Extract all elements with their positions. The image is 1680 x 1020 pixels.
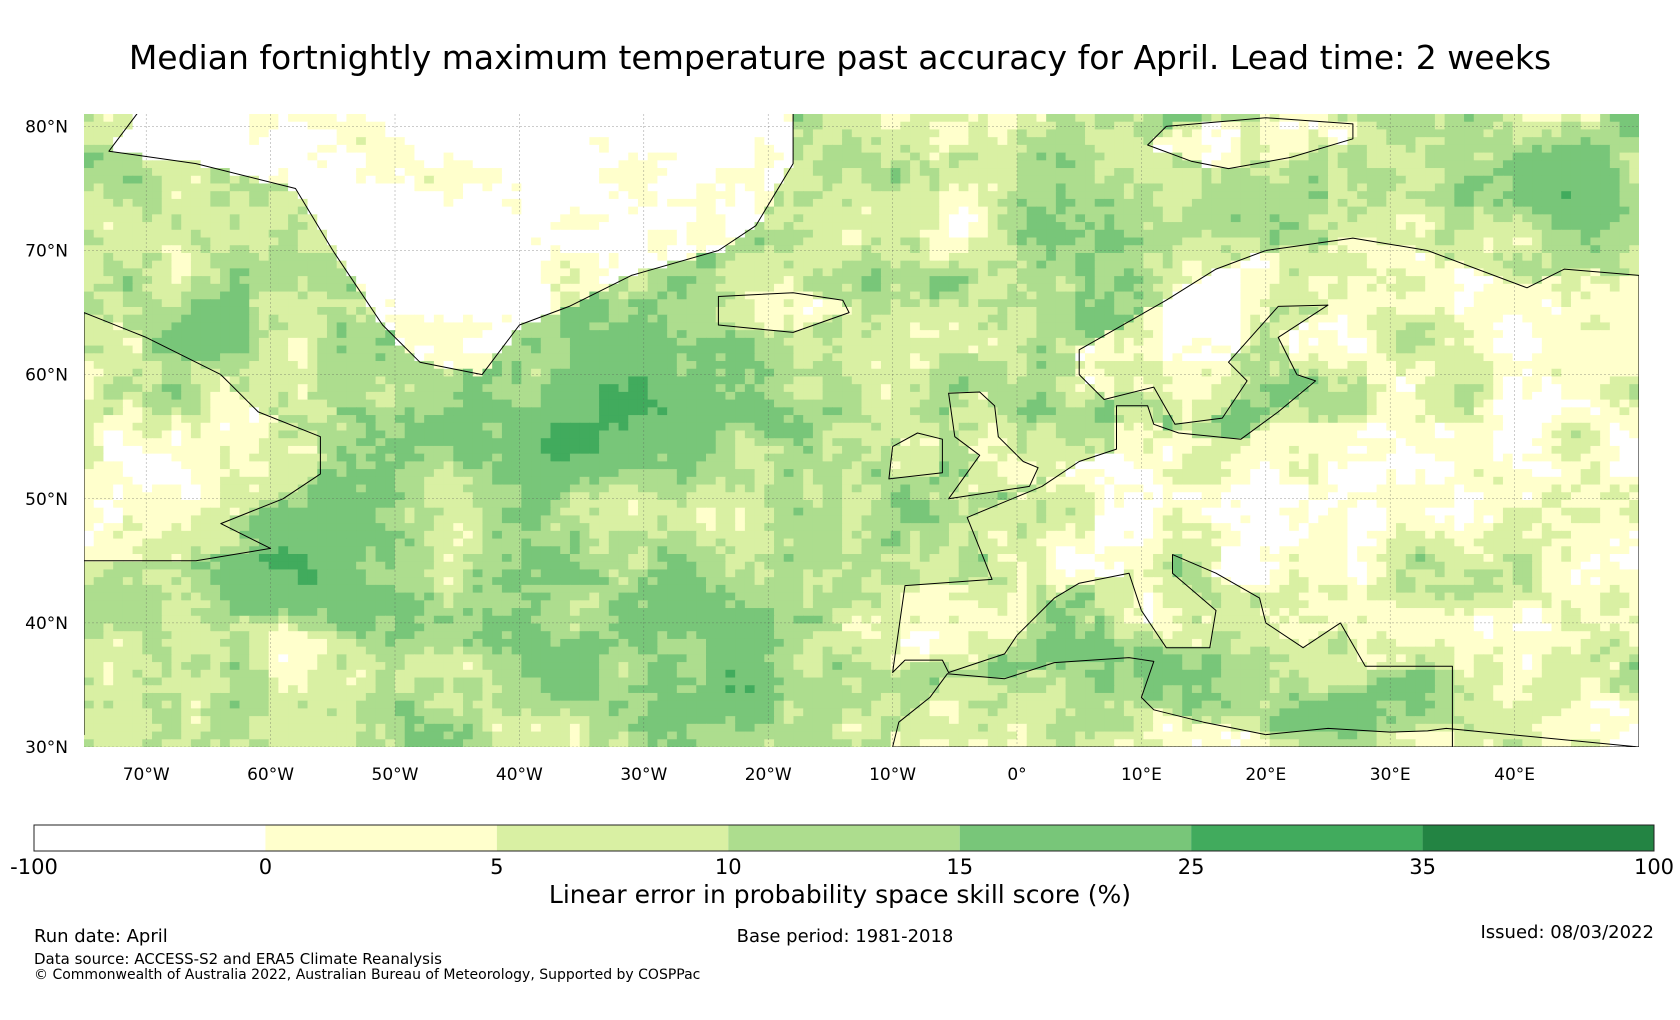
lon-label: 0° [1007,765,1026,785]
lat-label: 80°N [25,117,68,137]
colorbar-tick-label: 5 [490,855,503,879]
lat-label: 60°N [25,366,68,386]
lon-label: 30°E [1370,765,1411,785]
colorbar-tick-label: 0 [259,855,272,879]
longitude-labels: 70°W 60°W 50°W 40°W 30°W 20°W 10°W 0° 10°E 20°E 30… [123,765,1535,785]
skill-score-map[interactable] [84,114,1640,748]
colorbar-tick-label: 100 [1634,855,1674,879]
lon-label: 70°W [123,765,170,785]
lon-label: 50°W [372,765,419,785]
colorbar-segment [34,825,266,851]
lat-label: 40°N [25,614,68,634]
graticule [84,114,1639,747]
colorbar-segment [959,825,1192,851]
colorbar-title: Linear error in probability space skill … [548,880,1132,909]
issued-date: Issued: 08/03/2022 [1480,922,1654,943]
colorbar-segment [1191,825,1423,851]
lon-label: 30°W [620,765,667,785]
copyright: © Commonwealth of Australia 2022, Austra… [34,967,701,983]
colorbar-tick-label: 35 [1409,855,1436,879]
colorbar-segment [496,825,729,851]
lon-label: 40°W [496,765,543,785]
colorbar: -100 0 5 10 15 25 35 100 [10,824,1674,879]
colorbar-tick-label: 15 [946,855,973,879]
colorbar-segment [1422,825,1654,851]
lon-label: 20°E [1245,765,1286,785]
colorbar-tick-label: -100 [10,855,58,879]
colorbar-tick-label: 25 [1178,855,1205,879]
lat-label: 30°N [25,738,68,758]
colorbar-segment [265,825,497,851]
base-period: Base period: 1981-2018 [736,926,954,947]
lat-label: 70°N [25,242,68,262]
lon-label: 20°W [745,765,792,785]
colorbar-segment [728,825,960,851]
lon-label: 40°E [1494,765,1535,785]
lon-label: 10°E [1121,765,1162,785]
colorbar-tick-label: 10 [715,855,742,879]
chart-title: Median fortnightly maximum temperature p… [128,38,1552,77]
run-date: Run date: April [34,926,168,947]
colorbar-outline [33,824,1655,852]
latitude-labels: 30°N 40°N 50°N 60°N 70°N 80°N [25,117,68,758]
lon-label: 10°W [869,765,916,785]
data-source: Data source: ACCESS-S2 and ERA5 Climate … [34,950,442,968]
lat-label: 50°N [25,490,68,510]
lon-label: 60°W [247,765,294,785]
